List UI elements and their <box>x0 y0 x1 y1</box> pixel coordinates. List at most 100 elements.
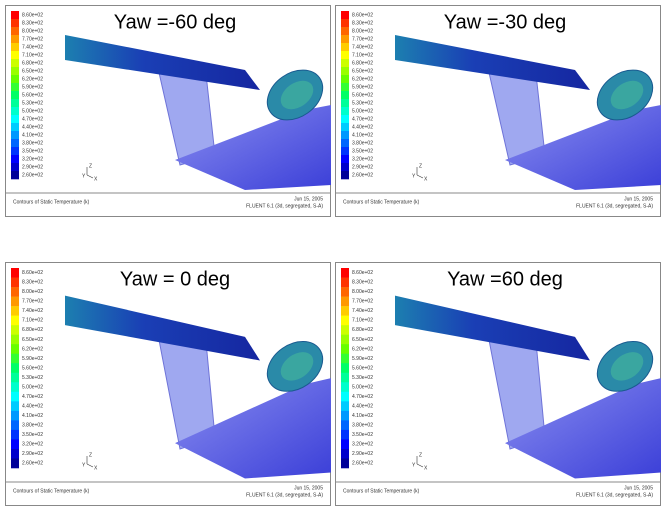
colorbar-band <box>11 354 19 364</box>
axis-label: Z <box>89 452 92 458</box>
colorbar-band <box>341 107 349 115</box>
colorbar-label: 5.00e+02 <box>352 108 373 114</box>
footer-solver: FLUENT 6.1 (3d, segregated, S-A) <box>576 203 653 209</box>
colorbar-band <box>11 19 19 27</box>
colorbar-band <box>341 449 349 459</box>
colorbar-label: 3.80e+02 <box>352 422 373 428</box>
colorbar-band <box>341 59 349 67</box>
colorbar-band <box>11 373 19 383</box>
colorbar-label: 2.60e+02 <box>352 461 373 467</box>
colorbar-label: 6.50e+02 <box>352 337 373 343</box>
colorbar-label: 4.10e+02 <box>352 132 373 138</box>
colorbar-label: 8.60e+02 <box>352 12 373 18</box>
colorbar-label: 7.40e+02 <box>22 308 43 314</box>
colorbar-label: 3.20e+02 <box>352 442 373 448</box>
colorbar-band <box>341 411 349 421</box>
colorbar-band <box>11 268 19 278</box>
colorbar-label: 6.50e+02 <box>22 68 43 74</box>
colorbar-band <box>11 43 19 51</box>
colorbar-label: 7.70e+02 <box>22 36 43 42</box>
colorbar-band <box>11 27 19 35</box>
colorbar-band <box>341 268 349 278</box>
colorbar-band <box>11 75 19 83</box>
colorbar-band <box>11 439 19 449</box>
colorbar-band <box>11 401 19 411</box>
colorbar-band <box>341 131 349 139</box>
colorbar-band <box>11 420 19 430</box>
colorbar-label: 5.60e+02 <box>22 365 43 371</box>
colorbar-band <box>11 35 19 43</box>
footer-date: Jun 15, 2005 <box>624 485 653 491</box>
colorbar-label: 3.50e+02 <box>352 432 373 438</box>
colorbar-band <box>11 99 19 107</box>
colorbar-label: 2.60e+02 <box>22 172 43 178</box>
colorbar-band <box>11 306 19 316</box>
colorbar-band <box>341 335 349 345</box>
colorbar-band <box>341 155 349 163</box>
colorbar-label: 8.00e+02 <box>22 28 43 34</box>
colorbar-label: 6.20e+02 <box>352 346 373 352</box>
colorbar-band <box>11 11 19 19</box>
colorbar-label: 6.20e+02 <box>22 346 43 352</box>
colorbar-label: 4.40e+02 <box>22 124 43 130</box>
colorbar-band <box>341 344 349 354</box>
colorbar-band <box>341 51 349 59</box>
footer-caption: Contours of Static Temperature (k) <box>13 488 90 494</box>
colorbar-band <box>341 392 349 402</box>
colorbar-label: 5.90e+02 <box>22 84 43 90</box>
colorbar-label: 4.70e+02 <box>22 394 43 400</box>
colorbar-label: 5.30e+02 <box>22 375 43 381</box>
footer-date: Jun 15, 2005 <box>294 196 323 202</box>
footer-caption: Contours of Static Temperature (k) <box>343 488 420 494</box>
colorbar-band <box>11 458 19 468</box>
axis-label: Z <box>89 163 92 169</box>
colorbar-label: 5.30e+02 <box>352 100 373 106</box>
colorbar-label: 4.40e+02 <box>352 403 373 409</box>
colorbar-label: 5.60e+02 <box>352 92 373 98</box>
colorbar-band <box>341 171 349 179</box>
colorbar-band <box>11 115 19 123</box>
colorbar-band <box>341 297 349 307</box>
panel-title: Yaw =-60 deg <box>114 11 237 33</box>
colorbar-label: 7.10e+02 <box>352 52 373 58</box>
axis-label: Z <box>419 452 422 458</box>
footer-solver: FLUENT 6.1 (3d, segregated, S-A) <box>576 492 653 498</box>
colorbar-band <box>11 316 19 326</box>
colorbar-band <box>341 11 349 19</box>
footer-solver: FLUENT 6.1 (3d, segregated, S-A) <box>246 203 323 209</box>
colorbar-label: 3.80e+02 <box>352 140 373 146</box>
colorbar-label: 6.80e+02 <box>352 327 373 333</box>
colorbar-label: 8.30e+02 <box>352 20 373 26</box>
panel-title: Yaw =-30 deg <box>444 11 567 33</box>
figure: 8.60e+02 8.30e+02 8.00e+02 7.70e+02 7.40e+02… <box>0 0 667 514</box>
colorbar-band <box>11 59 19 67</box>
colorbar-label: 6.80e+02 <box>22 60 43 66</box>
colorbar-band <box>11 123 19 131</box>
colorbar-label: 2.60e+02 <box>22 461 43 467</box>
colorbar-band <box>11 163 19 171</box>
colorbar-band <box>11 67 19 75</box>
colorbar-band <box>11 147 19 155</box>
colorbar-label: 5.30e+02 <box>22 100 43 106</box>
colorbar-band <box>11 363 19 373</box>
colorbar-label: 8.00e+02 <box>22 289 43 295</box>
colorbar-label: 3.50e+02 <box>352 148 373 154</box>
colorbar-band <box>11 91 19 99</box>
colorbar-label: 3.20e+02 <box>22 156 43 162</box>
colorbar-band <box>341 99 349 107</box>
colorbar-band <box>11 382 19 392</box>
colorbar-label: 4.70e+02 <box>352 394 373 400</box>
colorbar-label: 4.40e+02 <box>352 124 373 130</box>
colorbar-label: 8.30e+02 <box>22 280 43 286</box>
colorbar-label: 5.90e+02 <box>352 84 373 90</box>
colorbar-band <box>11 83 19 91</box>
colorbar-band <box>11 287 19 297</box>
colorbar-label: 6.50e+02 <box>352 68 373 74</box>
colorbar-label: 5.60e+02 <box>352 365 373 371</box>
colorbar-label: 2.60e+02 <box>352 172 373 178</box>
colorbar-label: 3.20e+02 <box>22 442 43 448</box>
colorbar-label: 8.60e+02 <box>22 270 43 276</box>
panel: 8.60e+028.30e+028.00e+027.70e+027.40e+02… <box>335 263 662 506</box>
colorbar-label: 7.10e+02 <box>22 52 43 58</box>
footer-date: Jun 15, 2005 <box>294 485 323 491</box>
